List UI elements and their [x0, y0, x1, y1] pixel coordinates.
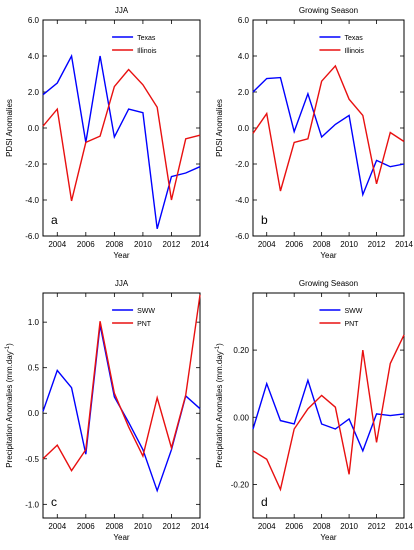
panel-d: Growing Season -0.20 0.00 0.20 2004 2006 2008 2… [215, 279, 413, 542]
legend-label-pnt: PNT [344, 321, 359, 328]
panel-a: JJA -6.0 -4.0 -2.0 0.0 2.0 4.0 6.0 2004 2006 2008 2… [5, 6, 209, 260]
y-tick-label: 4.0 [238, 52, 250, 61]
legend-label-sww: SWW [137, 308, 155, 315]
x-tick-label: 2014 [191, 522, 209, 531]
y-axis-label-text: PDSI Anomalies [5, 99, 14, 157]
y-tick-label: -4.0 [25, 196, 39, 205]
x-tick-label: 2006 [77, 522, 95, 531]
y-tick-label: 0.00 [233, 413, 249, 422]
series-line-illinois [42, 68, 201, 202]
x-tick-label: 2006 [285, 522, 303, 531]
y-tick-label: 4.0 [28, 52, 40, 61]
x-tick-label: 2014 [395, 522, 413, 531]
x-tick-label: 2014 [191, 240, 209, 249]
y-tick-label: 2.0 [238, 88, 250, 97]
panel-label: b [261, 213, 268, 227]
x-axis-label: Year [320, 251, 337, 260]
x-tick-label: 2010 [134, 240, 152, 249]
x-axis-label: Year [113, 533, 130, 542]
series-line-pnt [42, 294, 201, 472]
x-tick-label: 2012 [163, 522, 181, 531]
y-axis-label: PDSI Anomalies [215, 99, 224, 157]
chart-title: JJA [115, 279, 129, 288]
panel-label: a [51, 213, 58, 227]
y-axis-label-superscript: -1 [215, 345, 221, 351]
y-axis-label-close: ) [215, 343, 224, 346]
legend-label-sww: SWW [344, 308, 362, 315]
y-axis-label-close: ) [5, 343, 14, 346]
y-tick-label: 1.0 [28, 318, 40, 327]
x-axis-label: Year [113, 251, 130, 260]
y-axis-label: PDSI Anomalies [5, 99, 14, 157]
y-tick-label: 6.0 [28, 16, 40, 25]
chart-title: Growing Season [299, 6, 358, 15]
x-tick-label: 2004 [258, 240, 276, 249]
plot-frame [252, 19, 405, 237]
y-tick-label: 0.0 [28, 124, 40, 133]
y-tick-label: -2.0 [25, 160, 39, 169]
y-tick-label: -2.0 [235, 160, 249, 169]
panel-b: Growing Season -6.0 -4.0 -2.0 0.0 2.0 4.0 6.0 20… [215, 6, 413, 260]
x-tick-label: 2010 [340, 240, 358, 249]
y-axis-label-text: Precipitation Anomalies (mm.day [5, 351, 14, 468]
chart-title: JJA [115, 6, 129, 15]
y-tick-label: 0.5 [28, 364, 40, 373]
series-line-pnt [252, 334, 405, 492]
x-tick-label: 2012 [163, 240, 181, 249]
y-axis-label-superscript: -1 [5, 345, 11, 351]
x-tick-label: 2008 [105, 240, 123, 249]
x-tick-label: 2010 [134, 522, 152, 531]
series-line-texas [42, 53, 201, 229]
legend-label-illinois: Illinois [137, 48, 157, 55]
y-axis-label: Precipitation Anomalies (mm.day-1) [5, 343, 14, 468]
x-tick-label: 2004 [48, 240, 66, 249]
y-tick-label: -4.0 [235, 196, 249, 205]
x-tick-label: 2004 [48, 522, 66, 531]
panel-c: JJA -1.0 -0.5 0.0 0.5 1.0 2004 2006 2008 2010 2012… [5, 279, 209, 542]
y-tick-label: 2.0 [28, 88, 40, 97]
legend-label-texas: Texas [137, 35, 156, 42]
x-tick-label: 2012 [368, 240, 386, 249]
x-tick-label: 2004 [258, 522, 276, 531]
y-tick-label: -1.0 [25, 500, 39, 509]
y-tick-label: 0.20 [233, 346, 249, 355]
plot-frame [252, 292, 405, 519]
plot-frame [42, 19, 201, 237]
y-tick-label: -0.20 [231, 480, 250, 489]
x-tick-label: 2012 [368, 522, 386, 531]
x-tick-label: 2008 [313, 240, 331, 249]
plot-frame [42, 292, 201, 519]
series-line-illinois [252, 64, 405, 192]
legend-label-illinois: Illinois [344, 48, 364, 55]
y-tick-label: 0.0 [28, 409, 40, 418]
y-tick-label: -6.0 [25, 232, 39, 241]
chart-title: Growing Season [299, 279, 358, 288]
x-axis-label: Year [320, 533, 337, 542]
x-tick-label: 2010 [340, 522, 358, 531]
y-axis-label-text: PDSI Anomalies [215, 99, 224, 157]
y-axis-label: Precipitation Anomalies (mm.day-1) [215, 343, 224, 468]
x-tick-label: 2008 [313, 522, 331, 531]
y-axis-label-text: Precipitation Anomalies (mm.day [215, 351, 224, 468]
y-tick-label: -6.0 [235, 232, 249, 241]
y-tick-label: -0.5 [25, 455, 39, 464]
y-tick-label: 0.0 [238, 124, 250, 133]
series-line-sww [42, 324, 201, 493]
panel-label: d [261, 495, 268, 509]
series-line-texas [252, 76, 405, 198]
series-line-sww [252, 377, 405, 453]
x-tick-label: 2008 [105, 522, 123, 531]
x-tick-label: 2006 [77, 240, 95, 249]
legend-label-pnt: PNT [137, 321, 152, 328]
x-tick-label: 2006 [285, 240, 303, 249]
x-tick-label: 2014 [395, 240, 413, 249]
panel-label: c [51, 495, 57, 509]
legend-label-texas: Texas [344, 35, 363, 42]
y-tick-label: 6.0 [238, 16, 250, 25]
